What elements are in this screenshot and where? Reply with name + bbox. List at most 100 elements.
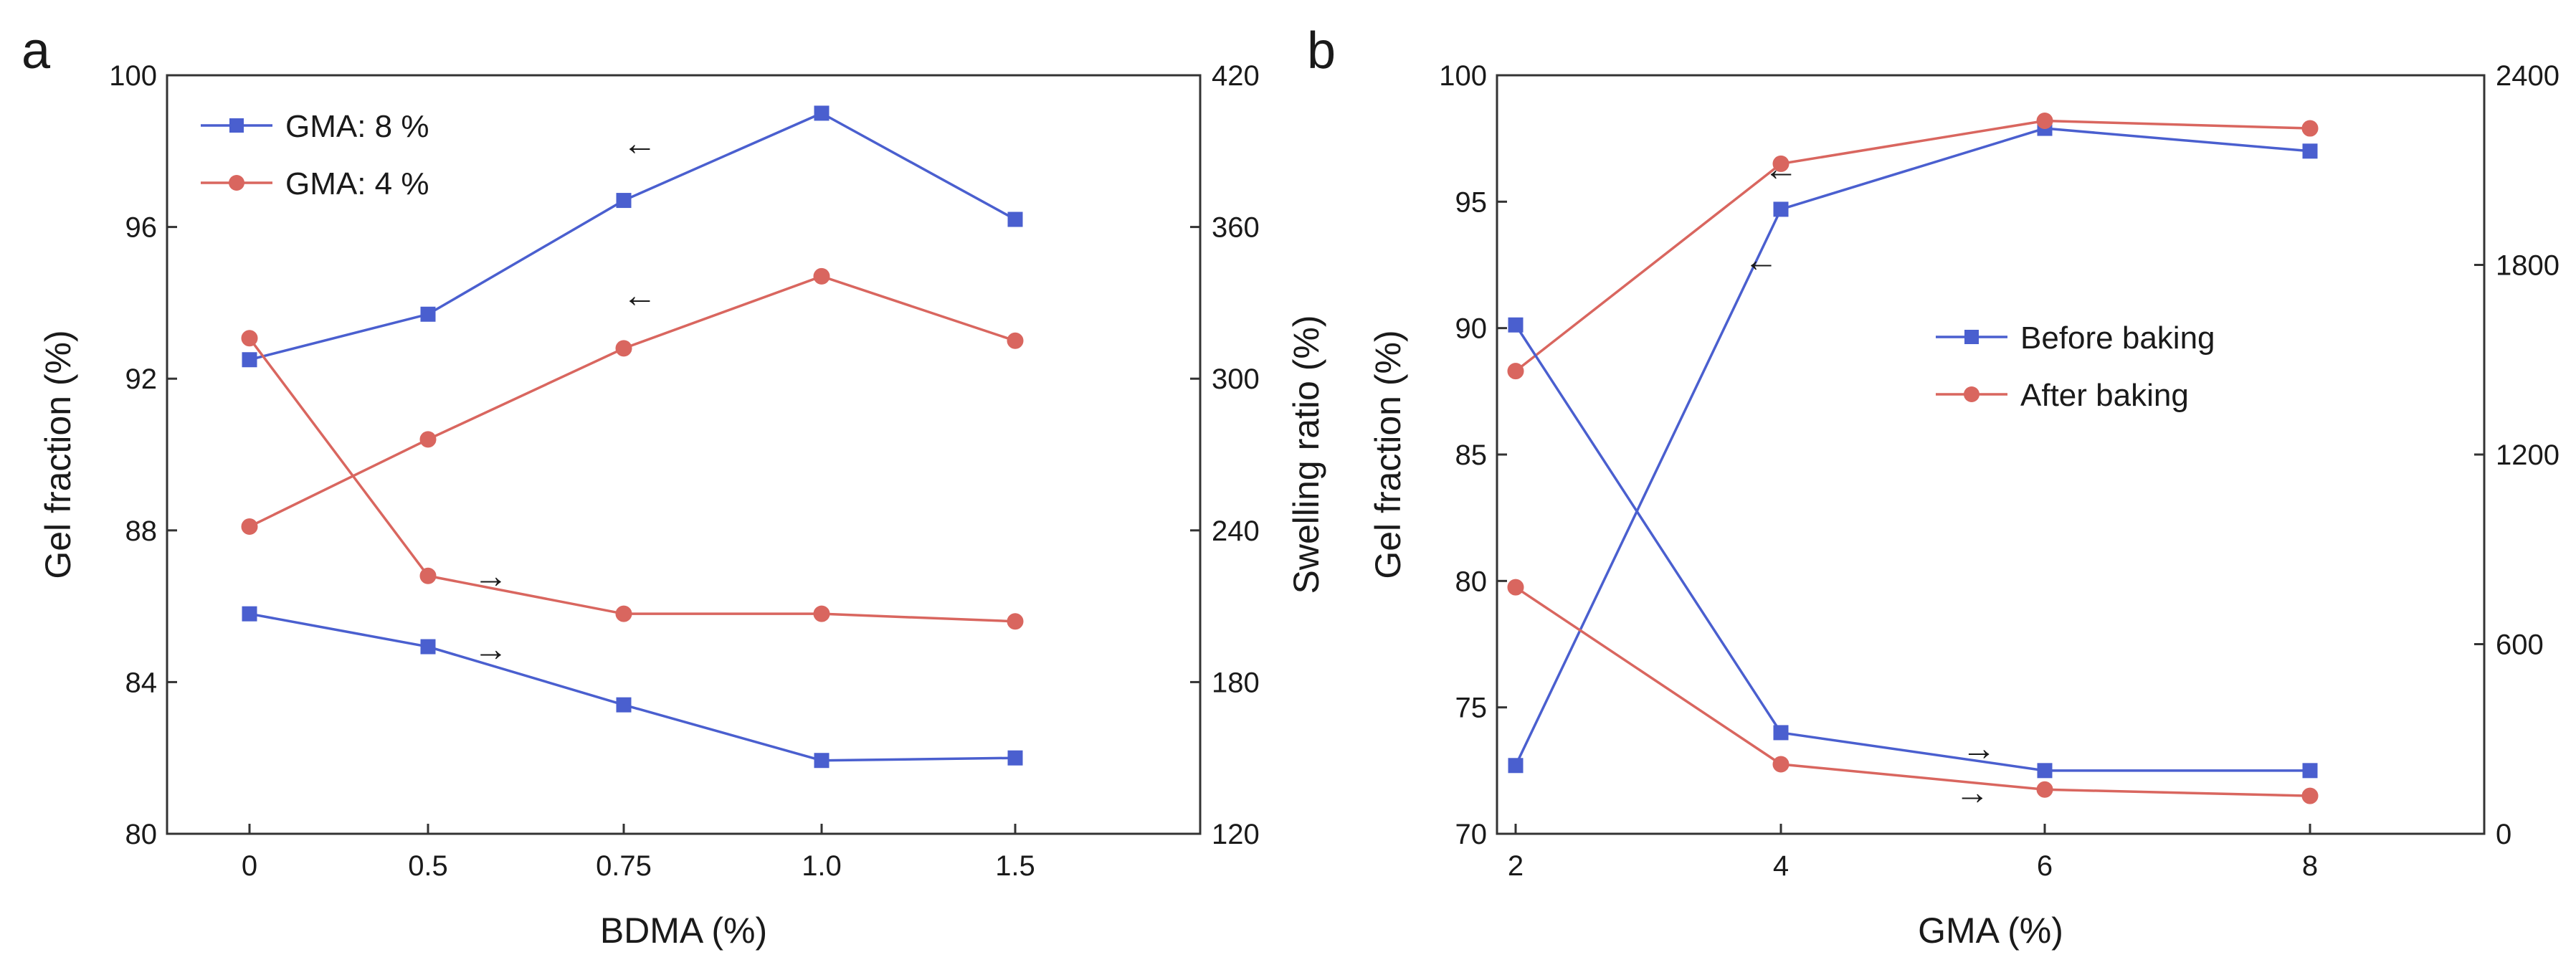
axis-arrow-annotation: ← (622, 125, 657, 163)
y-tick-label: 96 (125, 212, 158, 244)
x-tick-label: 1.5 (995, 850, 1035, 882)
plot-frame (166, 74, 1202, 835)
series-line (1514, 119, 2311, 372)
panel-label: a (22, 22, 51, 80)
y2-tick-label: 420 (1212, 60, 1260, 92)
data-point-square (1773, 725, 1789, 741)
data-point-circle (1507, 363, 1524, 380)
x-axis-label: GMA (%) (1918, 910, 2063, 951)
data-point-square (814, 753, 830, 769)
data-point-square (616, 193, 632, 209)
chart-panel-b: 70 75 80 85 90 95 100 0 600 1200 1800 2400 2 4 6 8 GMA (… (1307, 22, 2576, 951)
data-point-square (1508, 317, 1524, 333)
legend-marker-square (1964, 330, 1979, 344)
axis-arrow-annotation: ← (622, 277, 657, 315)
y-tick-label: 100 (1439, 60, 1487, 92)
axis-arrow-annotation: → (473, 557, 508, 595)
data-point-circle (1007, 613, 1024, 630)
legend-entry: After baking (2020, 378, 2189, 413)
x-tick-label: 0.5 (408, 850, 448, 882)
data-point-circle (1772, 155, 1790, 172)
axis-arrow-annotation: → (1955, 774, 1990, 812)
legend-marker-circle (229, 175, 244, 191)
y2-tick-label: 300 (1212, 363, 1260, 395)
series-line (1514, 127, 2311, 766)
y-tick-label: 84 (125, 667, 158, 698)
y-tick-label: 88 (125, 515, 158, 547)
data-point-square (242, 352, 257, 368)
y-axis-label: Gel fraction (%) (38, 330, 78, 579)
y2-tick-label: 1200 (2496, 439, 2560, 471)
legend-entry: Before baking (2020, 320, 2215, 356)
data-point-circle (1507, 579, 1524, 596)
legend-marker-circle (1964, 386, 1979, 402)
x-tick-label: 0.75 (596, 850, 652, 882)
y-axis-label: Gel fraction (%) (1368, 330, 1408, 579)
legend: GMA: 8 % GMA: 4 % (201, 109, 429, 201)
y-tick-label: 80 (125, 819, 158, 850)
y-tick-label: 95 (1455, 186, 1488, 218)
axis-arrow-annotation: ← (1744, 241, 1778, 279)
data-point-square (1007, 750, 1023, 766)
y2-axis-label: Swelling ratio (%) (1286, 315, 1326, 594)
x-tick-label: 6 (2037, 850, 2053, 882)
data-point-circle (419, 567, 437, 584)
x-tick-label: 4 (1773, 850, 1789, 882)
x-tick-label: 2 (1508, 850, 1524, 882)
y2-tick-label: 600 (2496, 629, 2544, 661)
plot-frame (1496, 74, 2486, 835)
y2-tick-label: 120 (1212, 819, 1260, 850)
data-point-circle (2036, 112, 2053, 129)
y2-tick-label: 0 (2496, 819, 2511, 850)
data-point-square (1007, 211, 1023, 227)
data-point-square (814, 105, 830, 121)
y-tick-label: 100 (109, 60, 157, 92)
data-point-circle (813, 605, 830, 622)
data-point-circle (813, 267, 830, 285)
data-point-circle (1772, 756, 1790, 773)
series-line (1515, 586, 2311, 797)
data-point-square (242, 606, 257, 622)
x-tick-label: 1.0 (802, 850, 842, 882)
legend-marker-square (229, 118, 244, 133)
data-point-circle (615, 340, 632, 357)
data-point-circle (419, 431, 437, 448)
data-point-circle (241, 518, 258, 536)
data-point-square (420, 306, 436, 322)
y-tick-label: 80 (1455, 566, 1488, 597)
x-tick-label: 0 (242, 850, 257, 882)
data-point-circle (2036, 781, 2053, 798)
legend-entry: GMA: 4 % (285, 166, 429, 201)
y-tick-label: 92 (125, 363, 158, 395)
y-tick-label: 70 (1455, 819, 1488, 850)
y2-tick-label: 180 (1212, 667, 1260, 698)
chart-panel-a: 80 84 88 92 96 100 120 180 240 300 360 420 0 0.5 0.75 1… (22, 22, 1326, 951)
data-point-circle (615, 605, 632, 622)
axis-arrow-annotation: → (473, 631, 508, 669)
data-point-square (616, 697, 632, 713)
data-point-circle (2301, 787, 2319, 804)
y-tick-label: 90 (1455, 313, 1488, 345)
y2-tick-label: 360 (1212, 212, 1260, 244)
series-line (248, 337, 1016, 623)
panel-label: b (1307, 22, 1336, 80)
series-line (1514, 324, 2310, 772)
x-axis-label: BDMA (%) (600, 910, 767, 951)
data-point-square (1773, 201, 1789, 217)
data-point-square (1508, 758, 1524, 774)
axis-arrow-annotation: ← (1764, 150, 1798, 188)
data-point-circle (1007, 332, 1024, 349)
axis-arrow-annotation: → (1962, 730, 1996, 768)
y2-tick-label: 2400 (2496, 60, 2560, 92)
y2-tick-label: 240 (1212, 515, 1260, 547)
y-tick-label: 85 (1455, 439, 1488, 471)
data-point-square (2302, 143, 2318, 159)
y-tick-label: 75 (1455, 693, 1488, 724)
data-point-square (2302, 763, 2318, 779)
data-point-circle (241, 330, 258, 347)
data-point-square (2037, 763, 2053, 779)
series-line (249, 612, 1016, 762)
data-point-square (420, 639, 436, 655)
legend-entry: GMA: 8 % (285, 109, 429, 144)
y2-axis-label: Swelling ratio (%) (2570, 315, 2576, 594)
